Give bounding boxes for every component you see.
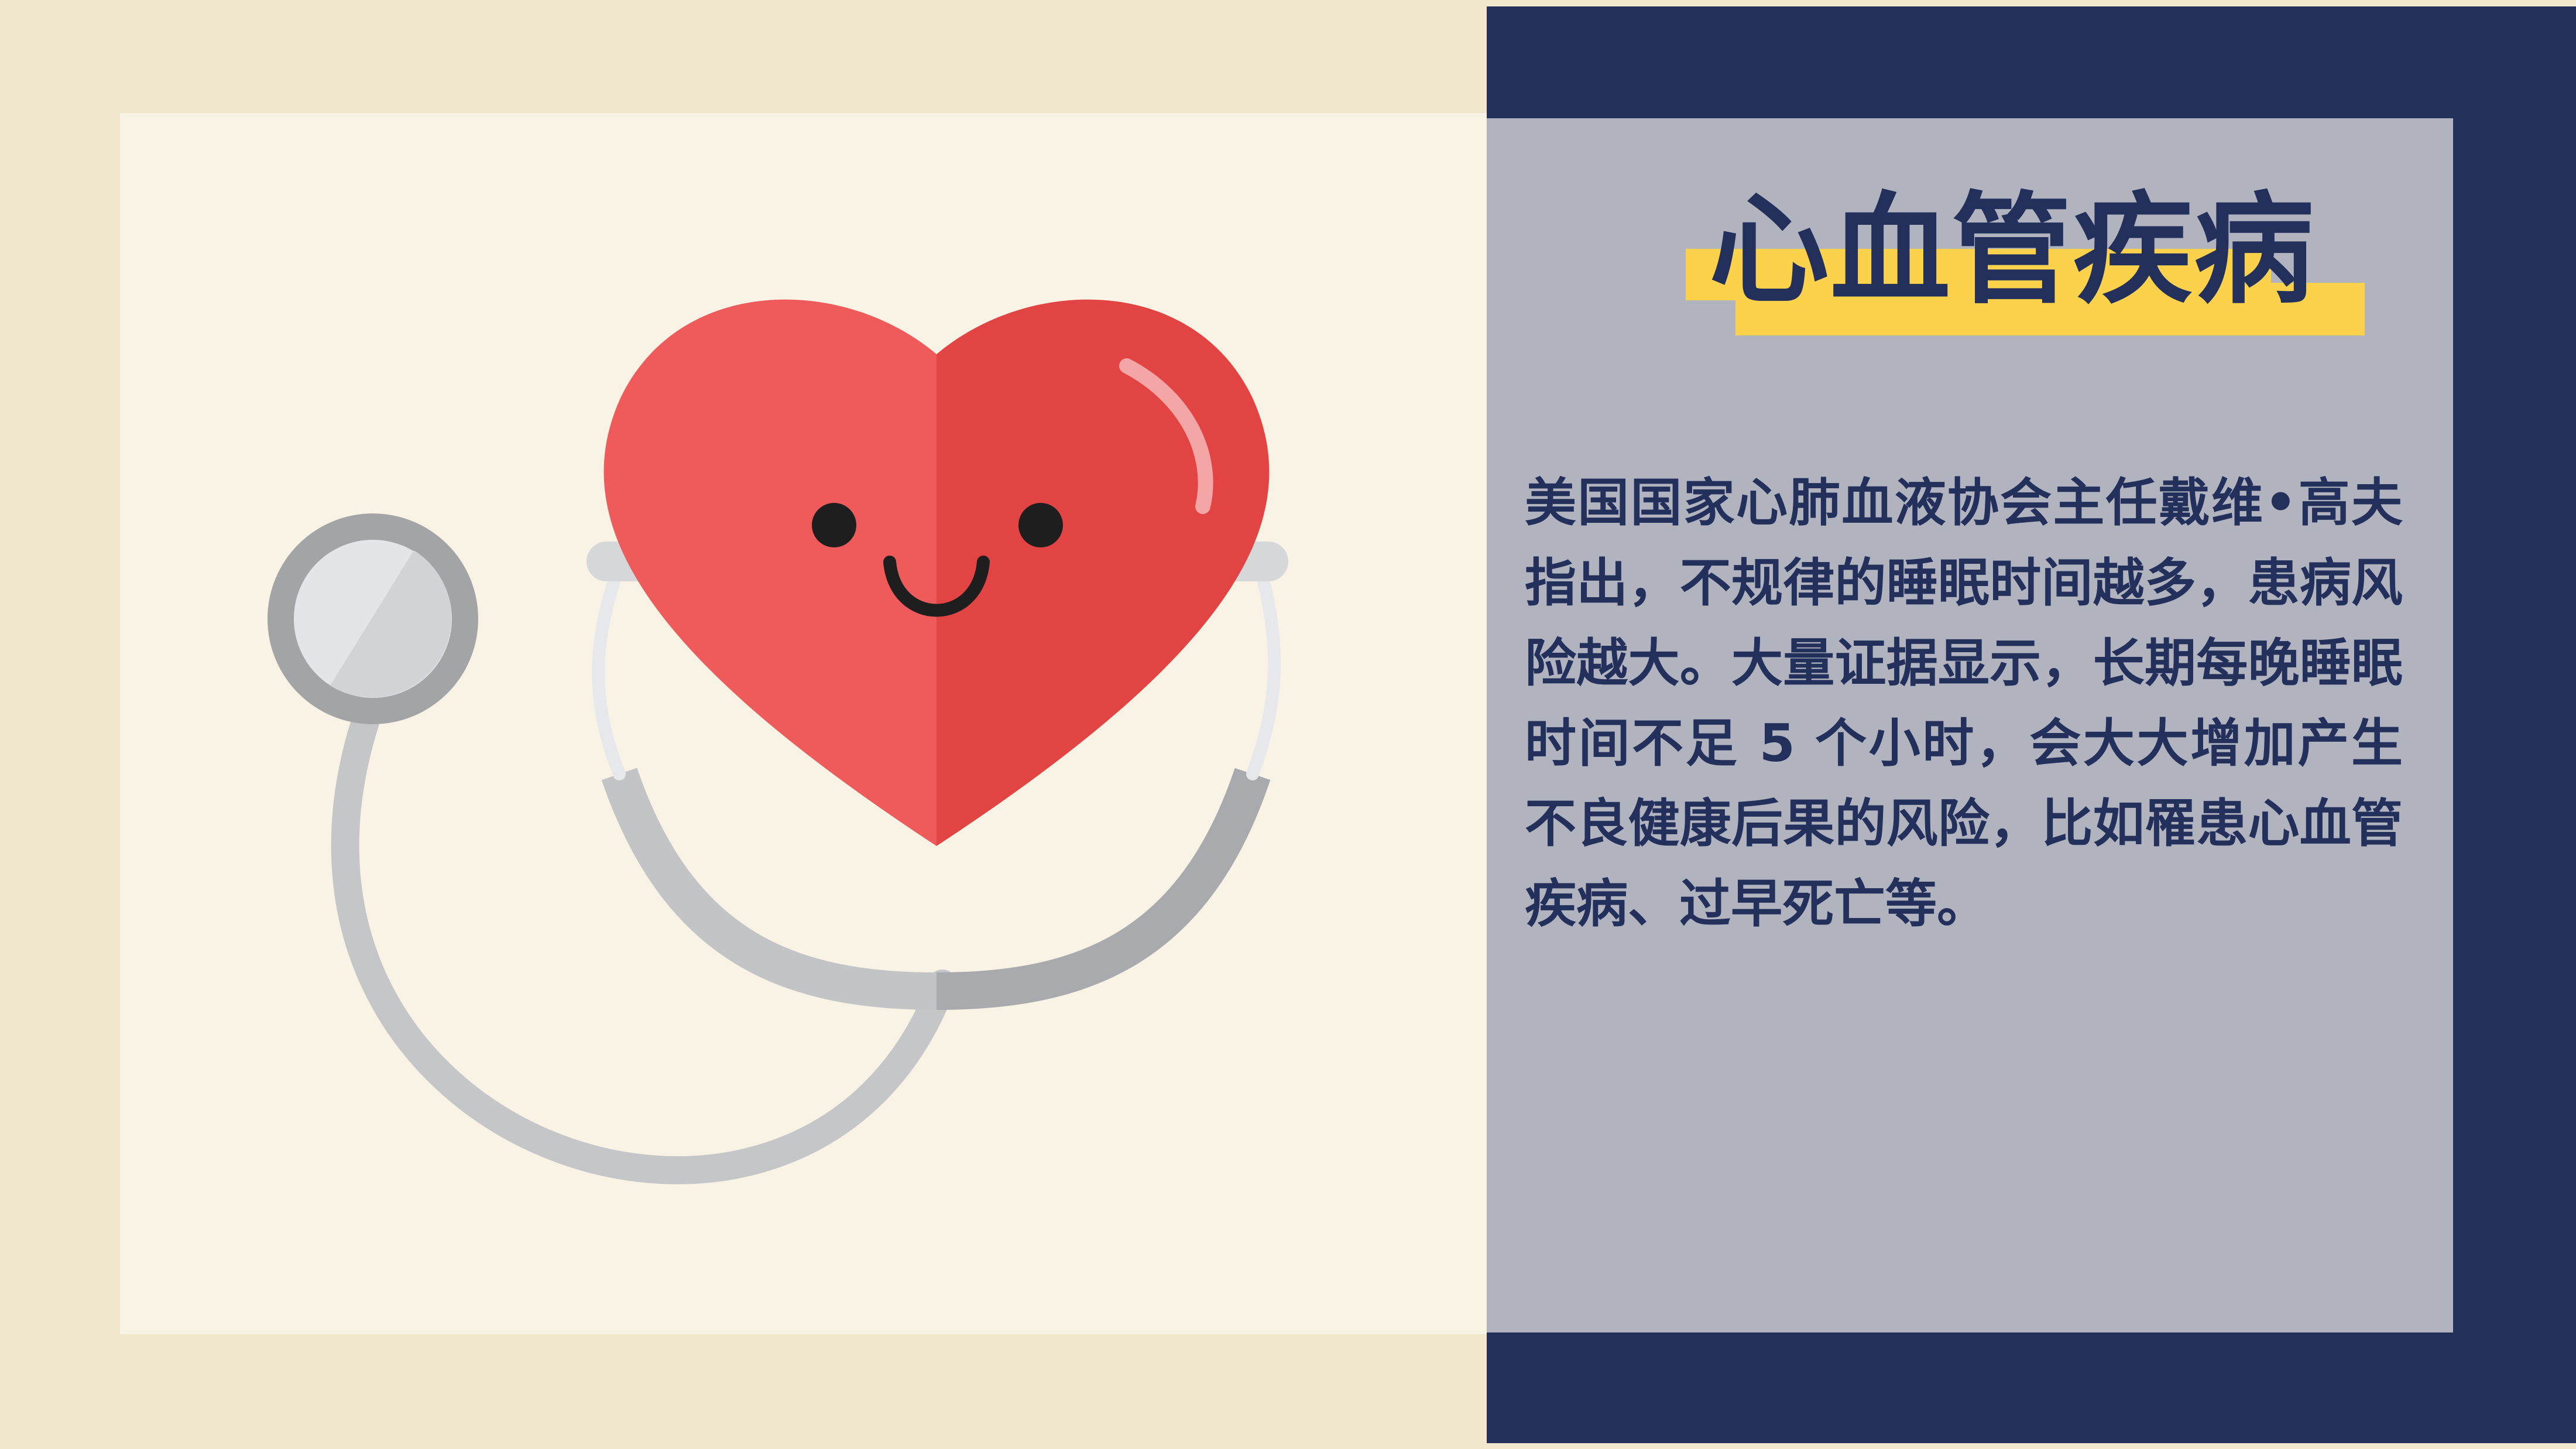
right-eye [1018,503,1063,547]
left-eye [812,503,856,547]
heart-icon [603,299,1270,846]
body-paragraph: 美国国家心肺血液协会主任戴维•高夫指出，不规律的睡眠时间越多，患病风险越大。大量… [1525,472,2403,934]
title-highlight-offset [1735,283,2365,335]
smile [883,556,990,617]
heart-stethoscope-illustration [267,299,1288,1184]
title-block: 心血管疾病 [1686,176,2365,351]
page-title: 心血管疾病 [1709,181,2315,320]
stethoscope-icon [267,513,1288,1184]
